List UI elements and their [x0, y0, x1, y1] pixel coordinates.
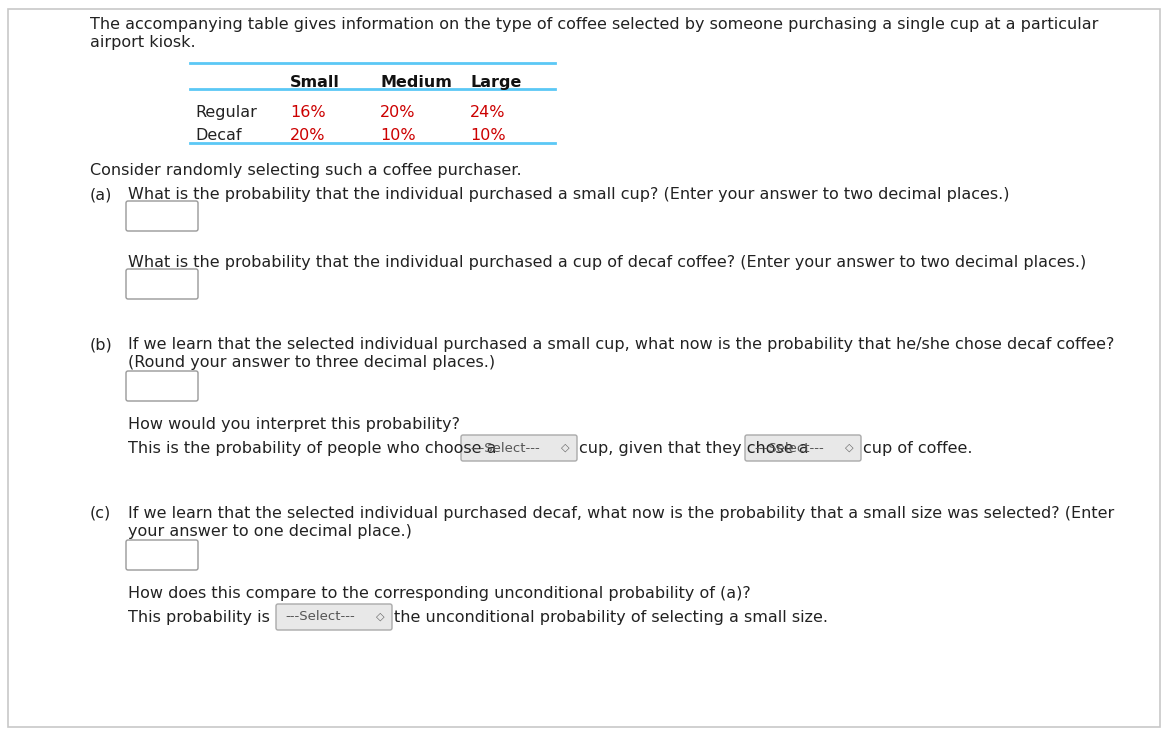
Text: your answer to one decimal place.): your answer to one decimal place.) — [128, 524, 412, 539]
Text: ---Select---: ---Select--- — [753, 442, 824, 454]
FancyBboxPatch shape — [126, 540, 198, 570]
FancyBboxPatch shape — [461, 435, 577, 461]
Text: Large: Large — [470, 75, 522, 90]
Text: ◇: ◇ — [376, 612, 385, 622]
FancyBboxPatch shape — [276, 604, 392, 630]
Text: ◇: ◇ — [845, 443, 853, 453]
Text: Small: Small — [290, 75, 339, 90]
FancyBboxPatch shape — [8, 9, 1159, 727]
Text: the unconditional probability of selecting a small size.: the unconditional probability of selecti… — [394, 610, 828, 625]
Text: 10%: 10% — [380, 128, 415, 143]
Text: What is the probability that the individual purchased a cup of decaf coffee? (En: What is the probability that the individ… — [128, 255, 1086, 270]
Text: Regular: Regular — [195, 105, 257, 120]
Text: How would you interpret this probability?: How would you interpret this probability… — [128, 417, 460, 432]
Text: cup, given that they chose a: cup, given that they chose a — [579, 441, 808, 456]
Text: Consider randomly selecting such a coffee purchaser.: Consider randomly selecting such a coffe… — [90, 163, 522, 178]
Text: Medium: Medium — [380, 75, 452, 90]
Text: 20%: 20% — [380, 105, 415, 120]
Text: This probability is: This probability is — [128, 610, 270, 625]
Text: 20%: 20% — [290, 128, 325, 143]
FancyBboxPatch shape — [126, 201, 198, 231]
Text: How does this compare to the corresponding unconditional probability of (a)?: How does this compare to the correspondi… — [128, 586, 751, 601]
Text: (Round your answer to three decimal places.): (Round your answer to three decimal plac… — [128, 355, 495, 370]
Text: 10%: 10% — [470, 128, 505, 143]
Text: (c): (c) — [90, 506, 111, 521]
Text: 16%: 16% — [290, 105, 325, 120]
Text: 24%: 24% — [470, 105, 505, 120]
Text: cup of coffee.: cup of coffee. — [863, 441, 972, 456]
FancyBboxPatch shape — [126, 371, 198, 401]
Text: ---Select---: ---Select--- — [470, 442, 539, 454]
Text: The accompanying table gives information on the type of coffee selected by someo: The accompanying table gives information… — [90, 17, 1099, 32]
Text: This is the probability of people who choose a: This is the probability of people who ch… — [128, 441, 496, 456]
Text: If we learn that the selected individual purchased a small cup, what now is the : If we learn that the selected individual… — [128, 337, 1114, 352]
Text: (b): (b) — [90, 337, 112, 352]
FancyBboxPatch shape — [745, 435, 861, 461]
FancyBboxPatch shape — [126, 269, 198, 299]
Text: What is the probability that the individual purchased a small cup? (Enter your a: What is the probability that the individ… — [128, 187, 1010, 202]
Text: (a): (a) — [90, 187, 112, 202]
Text: If we learn that the selected individual purchased decaf, what now is the probab: If we learn that the selected individual… — [128, 506, 1114, 521]
Text: ---Select---: ---Select--- — [285, 611, 355, 623]
Text: ◇: ◇ — [560, 443, 570, 453]
Text: Decaf: Decaf — [195, 128, 241, 143]
Text: airport kiosk.: airport kiosk. — [90, 35, 195, 50]
